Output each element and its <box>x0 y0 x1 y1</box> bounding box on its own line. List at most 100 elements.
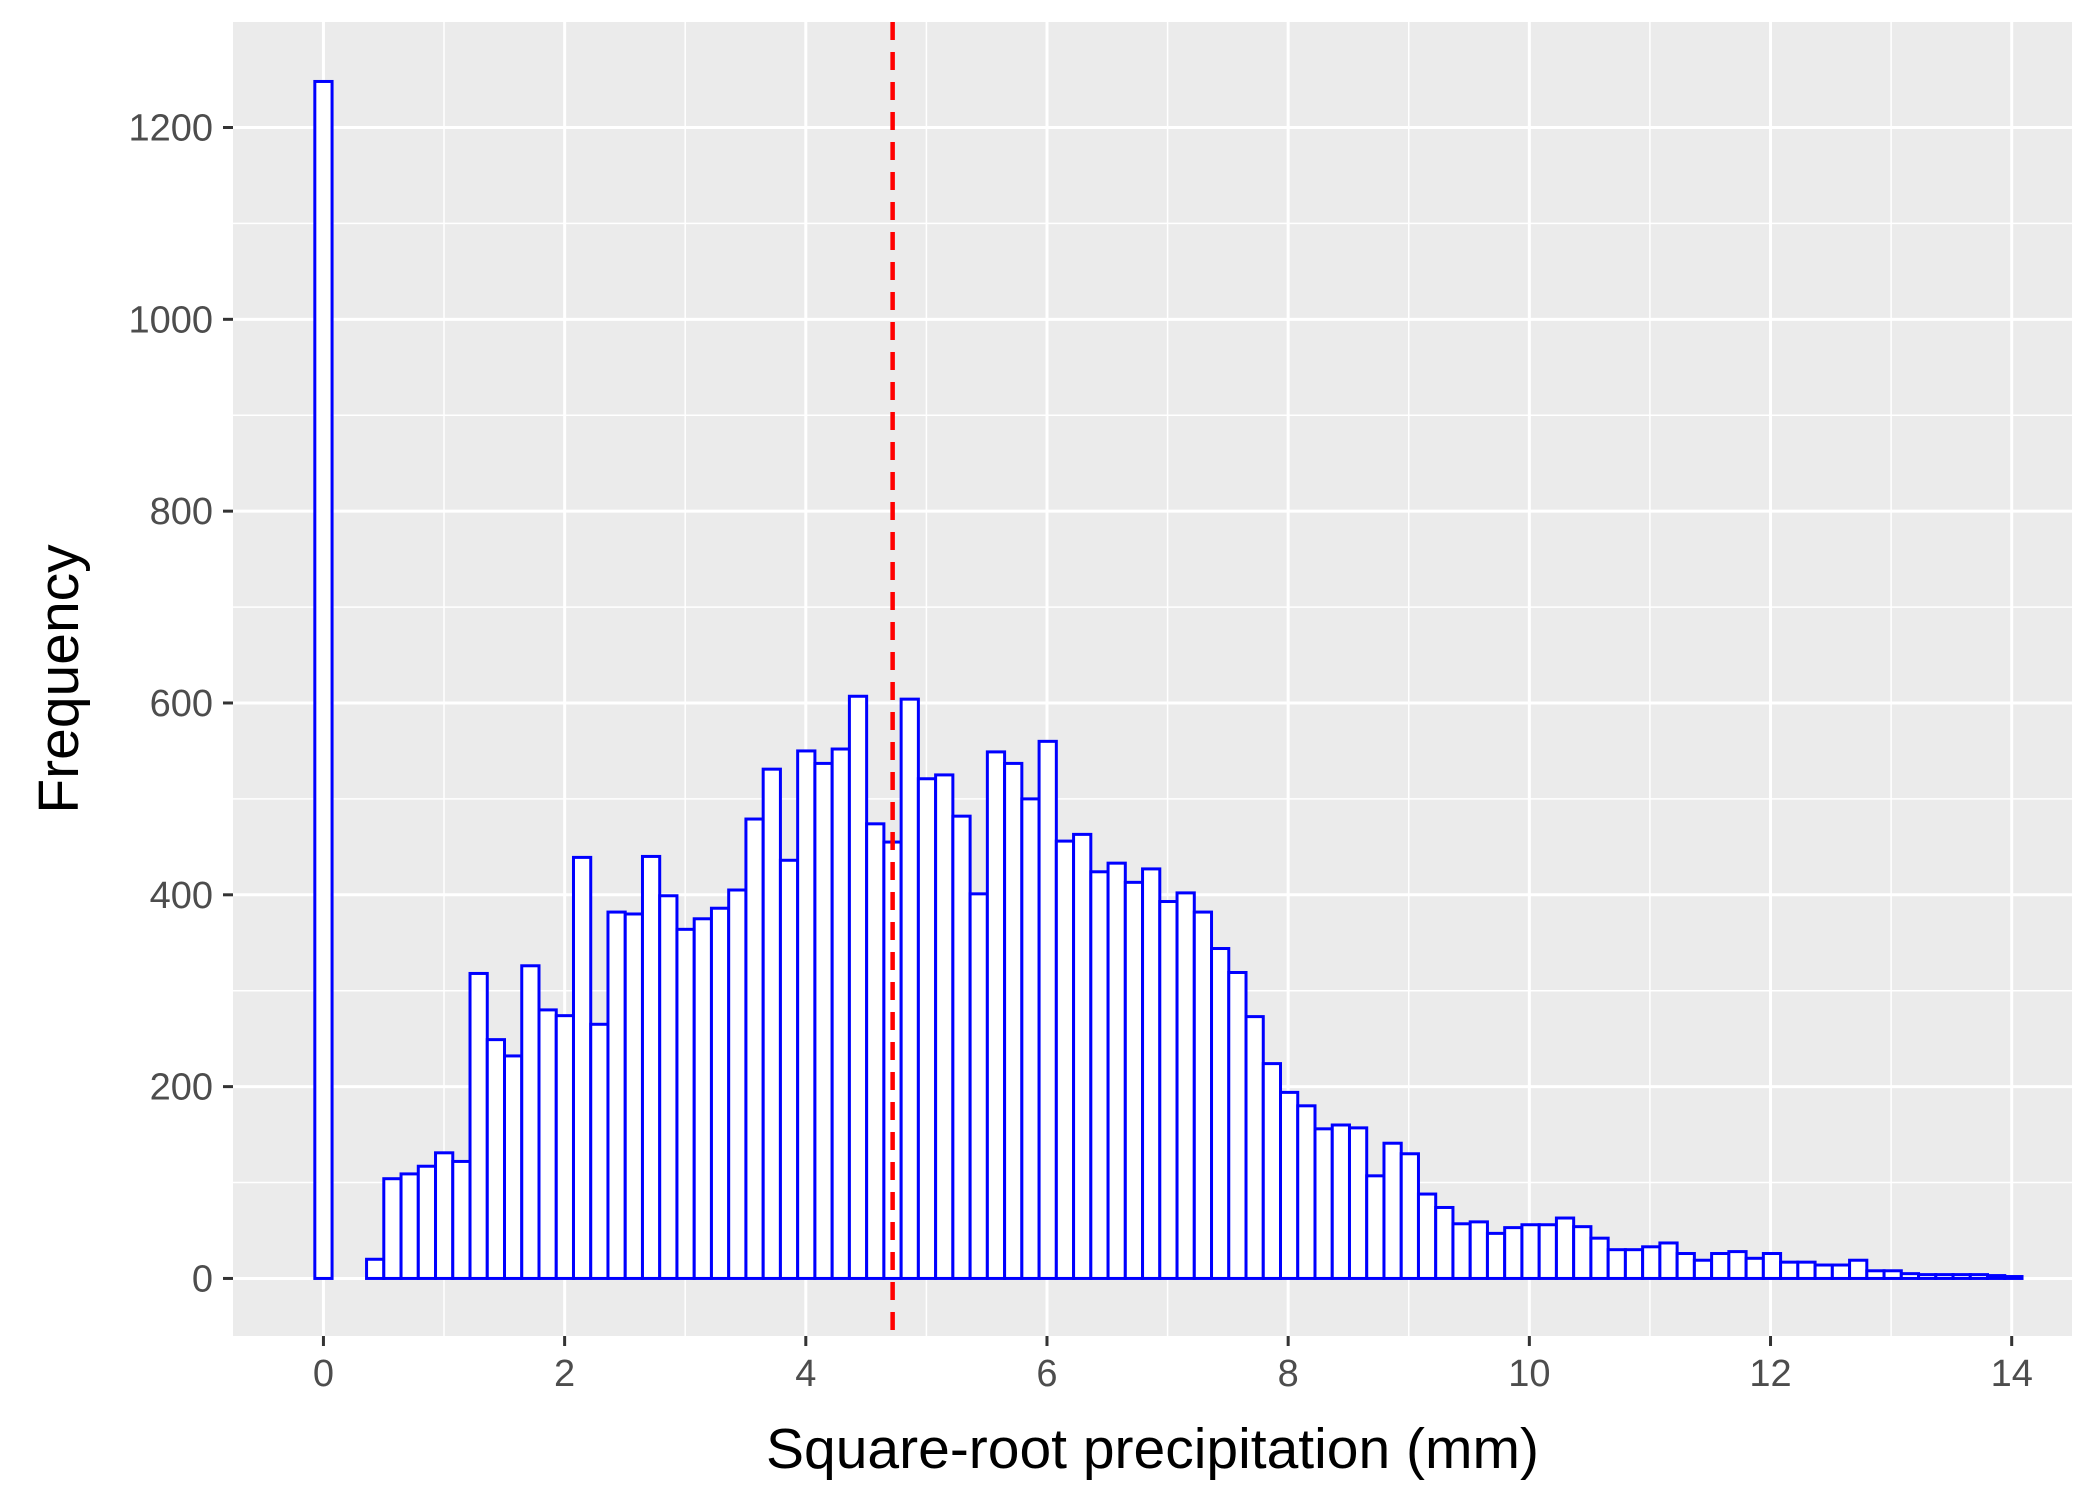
histogram-bar <box>1296 1104 1317 1280</box>
histogram-bar <box>1037 739 1058 1280</box>
histogram-bar <box>934 773 955 1280</box>
histogram-bar <box>1279 1090 1300 1280</box>
histogram-bar <box>1468 1220 1489 1280</box>
histogram-bar <box>1347 1126 1369 1280</box>
histogram-bar <box>399 1172 420 1280</box>
histogram-bar <box>1796 1260 1817 1280</box>
histogram-bar <box>1986 1274 2007 1280</box>
histogram-bar <box>1416 1192 1438 1280</box>
histogram-bar <box>416 1164 438 1280</box>
histogram-bar <box>1813 1263 1834 1280</box>
histogram-bar <box>968 892 989 1280</box>
histogram-bar <box>1261 1062 1283 1280</box>
histogram-bar <box>1865 1269 1886 1280</box>
x-tick-label: 12 <box>1749 1353 1791 1395</box>
histogram-bar <box>1623 1248 1645 1280</box>
x-tick-label: 2 <box>554 1353 575 1395</box>
x-tick-label: 14 <box>1991 1353 2033 1395</box>
histogram-bar <box>1158 900 1179 1280</box>
histogram-bar <box>1882 1269 1903 1280</box>
histogram-bar <box>1106 861 1127 1280</box>
histogram-bar <box>1451 1222 1472 1280</box>
histogram-bar <box>692 917 713 1280</box>
histogram-bar <box>658 894 679 1280</box>
histogram-bar <box>1744 1256 1765 1280</box>
histogram-bar <box>1054 839 1076 1280</box>
histogram-bar <box>1554 1216 1576 1280</box>
histogram-bar <box>1175 891 1196 1280</box>
histogram-bar <box>365 1257 386 1280</box>
x-tick-label: 4 <box>795 1353 816 1395</box>
histogram-bar <box>313 79 334 1280</box>
histogram-bar <box>709 906 731 1280</box>
histogram-bar <box>1227 970 1248 1280</box>
y-tick-label: 400 <box>150 875 213 917</box>
y-tick-label: 1200 <box>128 108 213 150</box>
histogram-bar <box>951 814 972 1280</box>
y-tick-label: 600 <box>150 683 213 725</box>
histogram-bar <box>1899 1272 1921 1280</box>
histogram-bar <box>1641 1245 1662 1280</box>
histogram-bar <box>1089 870 1110 1280</box>
histogram-bar <box>847 694 869 1280</box>
y-tick-label: 1000 <box>128 299 213 341</box>
histogram-bar <box>1520 1223 1541 1280</box>
x-axis-title: Square-root precipitation (mm) <box>766 1417 1539 1481</box>
histogram-bar <box>1003 761 1024 1280</box>
x-tick-label: 6 <box>1036 1353 1057 1395</box>
histogram-bar <box>434 1151 455 1280</box>
histogram-bar <box>1399 1152 1420 1280</box>
histogram-bar <box>1779 1260 1800 1280</box>
histogram-bar <box>916 777 938 1280</box>
x-axis-ticks: 0 2 4 6 8 10 12 14 <box>313 1336 2033 1395</box>
histogram-bar <box>1244 1015 1265 1280</box>
histogram-bar <box>640 854 662 1280</box>
histogram-bar <box>1658 1241 1679 1280</box>
histogram-bar <box>865 822 886 1280</box>
histogram-bar <box>1675 1252 1696 1280</box>
x-tick-label: 10 <box>1508 1353 1550 1395</box>
histogram-bar <box>1589 1236 1610 1280</box>
histogram-bar <box>554 1014 575 1280</box>
histogram-bar <box>778 858 800 1280</box>
histogram-bar <box>606 910 627 1280</box>
histogram-bar <box>1503 1226 1524 1280</box>
histogram-bar <box>1968 1273 1990 1280</box>
histogram-bar <box>1951 1273 1972 1280</box>
histogram-bar <box>1761 1252 1783 1280</box>
histogram-bar <box>1606 1248 1627 1280</box>
histogram-bar <box>675 927 696 1280</box>
histogram-bar <box>623 912 644 1280</box>
histogram-bar <box>1710 1252 1731 1280</box>
histogram-bar <box>382 1177 403 1280</box>
histogram-bar <box>1934 1273 1955 1280</box>
histogram-bar <box>1692 1258 1714 1280</box>
histogram-bar <box>813 761 834 1280</box>
histogram-bar <box>1572 1225 1593 1280</box>
histogram-bar <box>1072 832 1093 1280</box>
histogram-bar <box>1382 1141 1403 1280</box>
histogram-bar <box>1434 1205 1455 1280</box>
histogram-bar <box>1848 1258 1869 1280</box>
histogram-bar <box>485 1038 507 1280</box>
histogram-bar <box>2003 1275 2024 1280</box>
histogram-bar <box>468 971 489 1280</box>
y-axis-title: Frequency <box>27 544 91 814</box>
histogram-bar <box>520 964 541 1280</box>
histogram-bar <box>1330 1123 1351 1280</box>
histogram-bar <box>503 1054 524 1280</box>
histogram-bar <box>1020 797 1041 1280</box>
histogram-bar <box>727 888 748 1280</box>
histogram-bar <box>1727 1250 1748 1280</box>
x-tick-label: 0 <box>313 1353 334 1395</box>
y-tick-label: 200 <box>150 1067 213 1109</box>
histogram-bar <box>1917 1273 1938 1280</box>
histogram-bars <box>313 79 2024 1280</box>
histogram-bar <box>761 767 782 1280</box>
histogram-bar <box>1192 910 1214 1280</box>
histogram-bar <box>1123 880 1145 1280</box>
histogram-bar <box>1537 1223 1558 1280</box>
histogram-bar <box>744 817 765 1280</box>
histogram-bar <box>451 1159 472 1280</box>
